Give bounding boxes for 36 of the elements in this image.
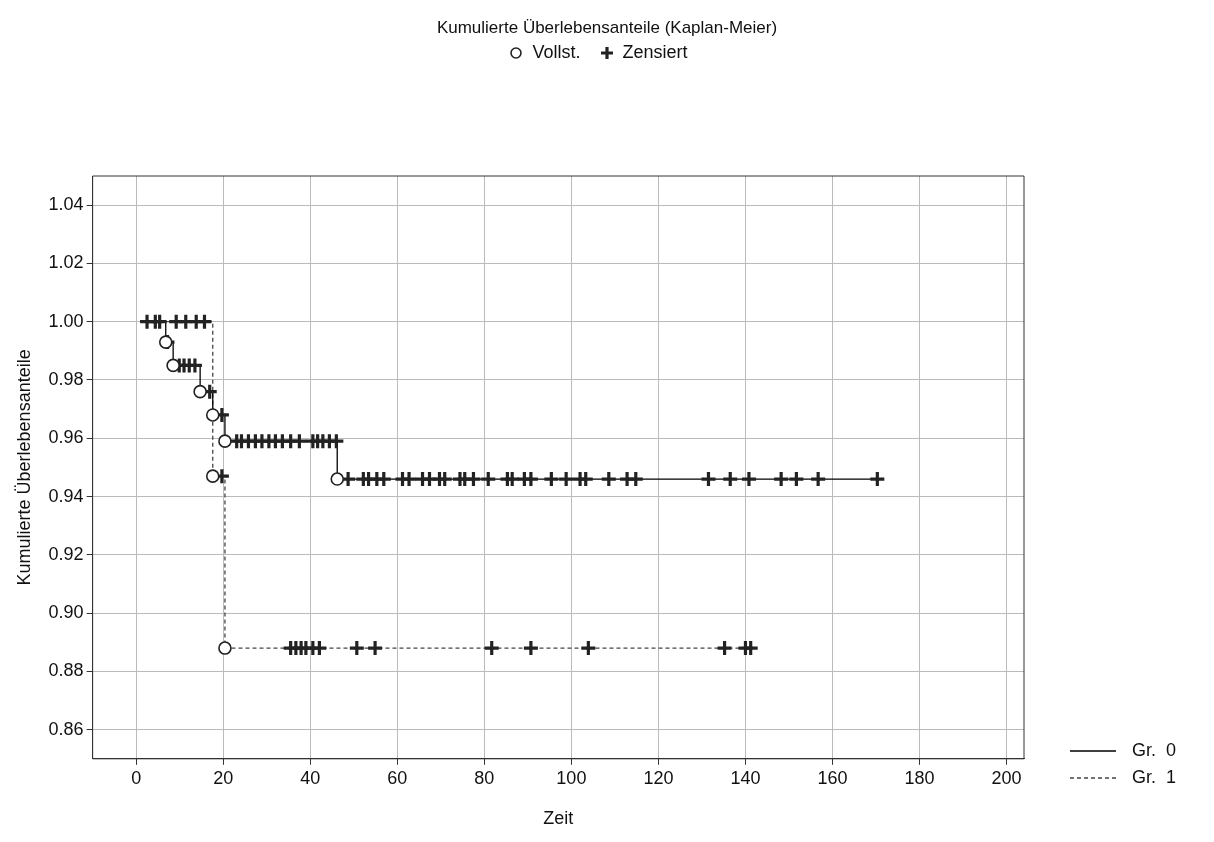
- y-tick-label: 1.02: [48, 252, 84, 273]
- point: [193, 384, 207, 399]
- legend-label: Vollst.: [532, 42, 581, 63]
- y-tick-label: 0.88: [48, 660, 84, 681]
- x-tick-label: 20: [213, 767, 234, 788]
- y-tick-label: 1.04: [48, 194, 84, 215]
- x-tick-label: 40: [300, 767, 321, 788]
- point: [205, 408, 220, 422]
- y-axis-title: Kumulierte Überlebensanteile: [13, 349, 34, 586]
- y-tick-label: 0.92: [48, 543, 84, 564]
- x-tick-label: 100: [556, 767, 587, 788]
- point: [330, 472, 345, 486]
- chart-title: Kumulierte Überlebensanteile (Kaplan-Meier): [435, 18, 779, 38]
- x-tick-label: 120: [643, 767, 674, 788]
- x-tick-label: 200: [991, 767, 1022, 788]
- legend-label: Gr. 1: [1132, 767, 1177, 788]
- point: [218, 434, 232, 448]
- y-tick-label: 0.98: [48, 368, 84, 389]
- x-tick-label: 0: [131, 767, 142, 788]
- point: [218, 641, 232, 655]
- legend-label: Zensiert: [622, 42, 688, 63]
- x-tick-label: 140: [730, 767, 761, 788]
- x-tick-label: 160: [817, 767, 848, 788]
- legend-label: Gr. 0: [1132, 740, 1177, 761]
- x-tick-label: 60: [387, 767, 408, 788]
- x-tick-label: 180: [904, 767, 935, 788]
- x-axis-title: Zeit: [543, 808, 574, 829]
- y-tick-label: 0.86: [48, 718, 84, 739]
- y-tick-label: 1.00: [48, 310, 84, 331]
- x-tick-label: 80: [474, 767, 495, 788]
- point: [166, 358, 180, 373]
- y-tick-label: 0.90: [48, 602, 84, 623]
- y-tick-label: 0.94: [48, 485, 84, 506]
- point: [205, 469, 220, 483]
- y-tick-label: 0.96: [48, 427, 84, 448]
- point: [158, 335, 173, 349]
